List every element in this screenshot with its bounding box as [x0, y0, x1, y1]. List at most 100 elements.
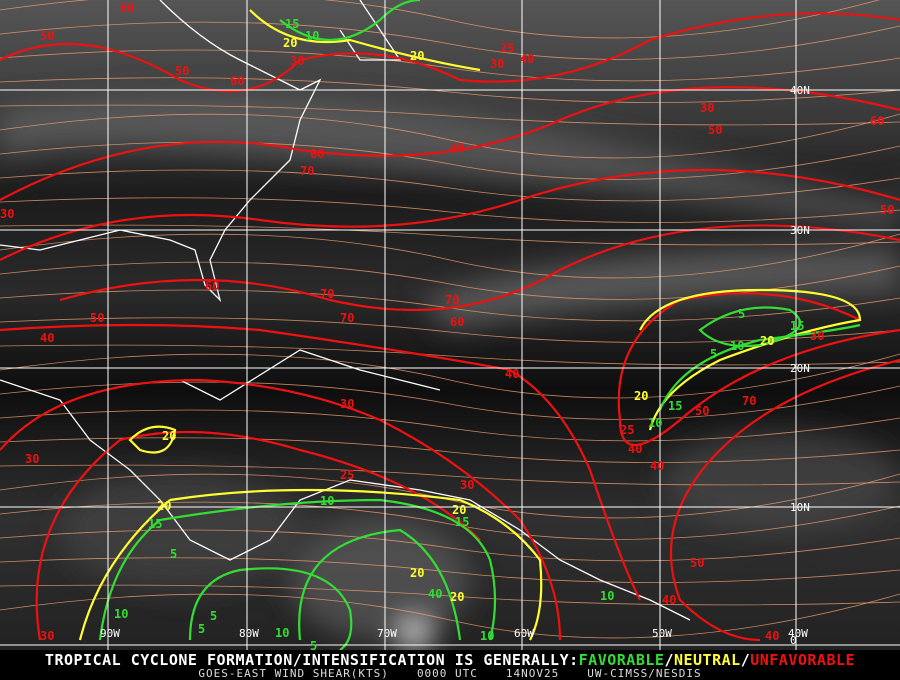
- contour-value-label: 30: [490, 57, 504, 71]
- longitude-label: 40W: [788, 627, 808, 640]
- streamline: [0, 593, 900, 639]
- longitude-label: 60W: [514, 627, 534, 640]
- contour-value-label: 5: [170, 547, 177, 561]
- latitude-label: 20N: [790, 362, 810, 375]
- streamline: [0, 529, 900, 562]
- contour-value-label: 30: [25, 452, 39, 466]
- valid-time: 0000 UTC: [416, 667, 478, 680]
- contour-value-label: 40: [450, 141, 464, 155]
- contour-value-label: 40: [765, 629, 779, 643]
- contour-value-label: 5: [210, 609, 217, 623]
- contour-value-label: 40: [40, 331, 54, 345]
- contour-value-label: 60: [205, 279, 219, 293]
- longitude-label: 70W: [377, 627, 397, 640]
- unfavorable-shear-contour: [0, 323, 641, 601]
- streamline: [0, 501, 900, 540]
- neutral-shear-contour: [169, 488, 543, 641]
- contour-value-label: 70: [742, 394, 756, 408]
- shear-contours: [0, 0, 900, 651]
- contour-value-label: 30: [0, 207, 14, 221]
- contour-value-label: 10: [648, 416, 662, 430]
- legend-unfavorable: UNFAVORABLE: [750, 651, 856, 669]
- streamline: [0, 557, 900, 583]
- streamline: [0, 473, 900, 519]
- headline-prefix: TROPICAL CYCLONE FORMATION/INTENSIFICATI…: [44, 651, 579, 669]
- contour-value-label: 40: [628, 442, 642, 456]
- contour-value-label: 40: [662, 593, 676, 607]
- contour-value-label: 25: [340, 468, 354, 482]
- streamlines: [0, 0, 900, 639]
- contour-value-label: 25: [500, 41, 514, 55]
- contour-value-label: 10: [114, 607, 128, 621]
- unfavorable-shear-contour: [617, 292, 900, 446]
- contour-value-label: 10: [600, 589, 614, 603]
- streamline: [0, 409, 900, 442]
- streamline: [0, 344, 900, 366]
- longitude-label: 80W: [239, 627, 259, 640]
- grid-labels: 90W 80W 70W 60W 50W 40W 40N 30N 20N 10N 0: [100, 84, 810, 647]
- longitude-label: 50W: [652, 627, 672, 640]
- coastlines: [0, 0, 691, 621]
- streamline: [0, 169, 900, 202]
- streamline: [0, 197, 900, 223]
- neutral-shear-contour: [639, 288, 862, 431]
- contour-value-label: 40: [505, 367, 519, 381]
- source-credit: UW-CIMSS/NESDIS: [587, 667, 702, 680]
- legend-favorable: FAVORABLE: [578, 651, 665, 669]
- contour-value-label: 50: [90, 311, 104, 325]
- neutral-shear-contour: [249, 9, 481, 72]
- contour-value-label: 5: [198, 622, 205, 636]
- contour-value-label: 5: [738, 307, 745, 321]
- streamline: [0, 464, 900, 486]
- headline: TROPICAL CYCLONE FORMATION/INTENSIFICATI…: [0, 651, 900, 669]
- longitude-label: 90W: [100, 627, 120, 640]
- contour-value-label: 20: [450, 590, 464, 604]
- contour-value-label: 20: [452, 503, 466, 517]
- neutral-shear-contour: [78, 499, 171, 641]
- contour-value-label: 50: [880, 203, 894, 217]
- lat-lon-grid: [0, 0, 900, 650]
- contour-value-label: 30: [700, 101, 714, 115]
- contour-value-label: 20: [410, 49, 424, 63]
- contour-value-label: 30: [460, 478, 474, 492]
- unfavorable-shear-contour: [35, 430, 481, 641]
- contour-value-label: 20: [283, 36, 297, 50]
- contour-value-label: 50: [708, 123, 722, 137]
- unfavorable-shear-contour: [0, 378, 562, 641]
- streamline: [0, 21, 900, 60]
- contour-value-label: 40: [650, 459, 664, 473]
- contour-value-label: 15: [790, 319, 804, 333]
- contour-value-label: 10: [320, 494, 334, 508]
- contour-value-label: 20: [157, 499, 171, 513]
- latitude-label: 40N: [790, 84, 810, 97]
- contour-value-label: 30: [290, 54, 304, 68]
- favorable-shear-contour: [98, 519, 161, 641]
- unfavorable-shear-contour: [59, 224, 900, 312]
- latitude-label: 0: [790, 634, 797, 647]
- contour-value-label: 15: [668, 399, 682, 413]
- contour-value-label: 70: [320, 287, 334, 301]
- contour-value-label: 50: [690, 556, 704, 570]
- contour-value-label: 70: [340, 311, 354, 325]
- streamline: [0, 437, 900, 463]
- streamline: [0, 224, 900, 246]
- streamline: [0, 77, 900, 103]
- contour-value-label: 60: [450, 315, 464, 329]
- unfavorable-shear-contour: [0, 86, 900, 201]
- contour-value-label: 30: [340, 397, 354, 411]
- contour-value-label: 5: [310, 639, 317, 653]
- contour-value-label: 20: [410, 566, 424, 580]
- contour-value-label: 10: [480, 629, 494, 643]
- contour-value-label: 5: [710, 347, 717, 361]
- contour-value-label: 60: [870, 114, 884, 128]
- contour-value-label: 20: [760, 334, 774, 348]
- contour-value-label: 15: [148, 517, 162, 531]
- contour-value-label: 25: [620, 423, 634, 437]
- favorable-shear-contour: [279, 0, 421, 41]
- favorable-shear-contour: [188, 567, 353, 651]
- streamline: [0, 104, 900, 126]
- contour-value-label: 30: [40, 629, 54, 643]
